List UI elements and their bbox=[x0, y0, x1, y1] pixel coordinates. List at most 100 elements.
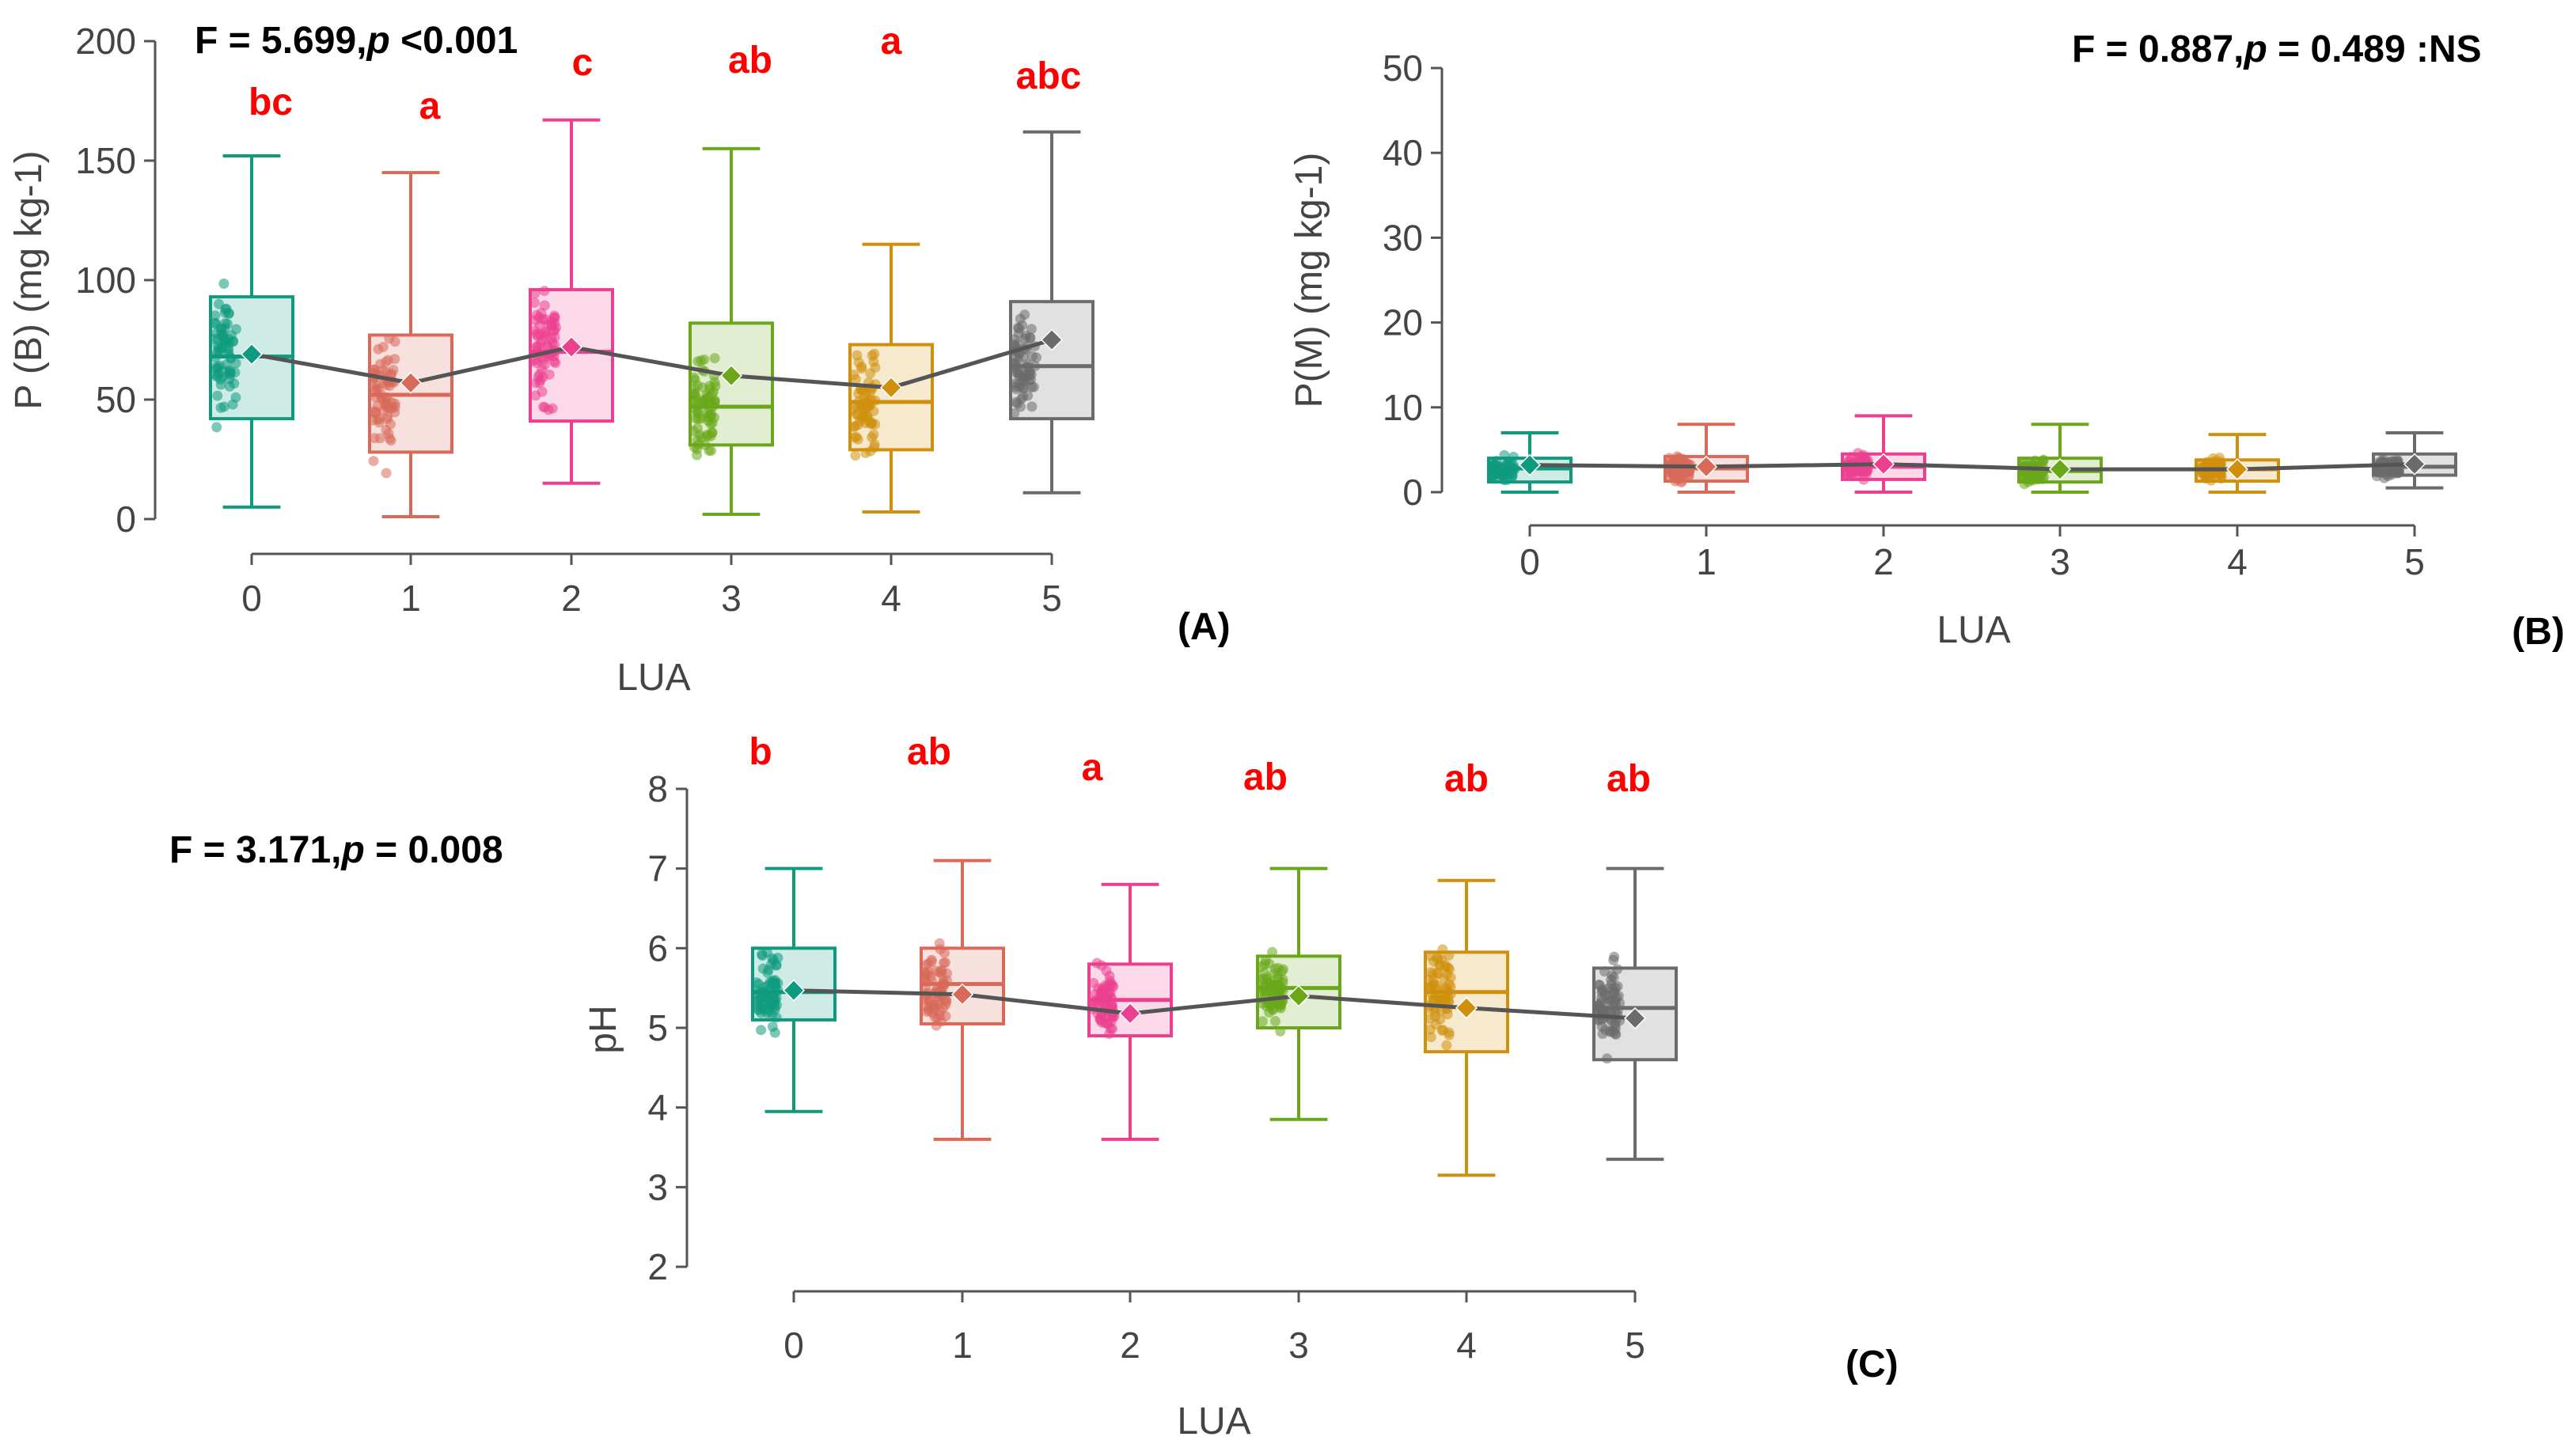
x-tick-label: 2 bbox=[1120, 1325, 1140, 1366]
data-point bbox=[374, 417, 385, 428]
data-point bbox=[1261, 972, 1273, 984]
data-point bbox=[1610, 1028, 1621, 1039]
box-group-3 bbox=[2016, 423, 2103, 494]
x-tick-label: 1 bbox=[1696, 541, 1717, 582]
data-point bbox=[1425, 1032, 1436, 1043]
data-point bbox=[771, 959, 782, 970]
data-point bbox=[368, 456, 379, 467]
x-axis-title: LUA bbox=[1937, 609, 2010, 651]
x-tick-label: 0 bbox=[241, 578, 262, 619]
data-point bbox=[1273, 963, 1284, 973]
stat-p-value: <0.001 bbox=[390, 20, 518, 62]
x-tick-label: 1 bbox=[400, 578, 421, 619]
data-point bbox=[1026, 324, 1037, 335]
data-point bbox=[1009, 334, 1020, 345]
stat-p-symbol: p bbox=[340, 829, 364, 871]
mean-marker bbox=[2225, 457, 2249, 481]
data-point bbox=[940, 957, 950, 968]
data-point bbox=[870, 362, 881, 373]
y-tick-label: 30 bbox=[1383, 217, 1423, 258]
stat-p-symbol: p bbox=[365, 20, 389, 62]
data-point bbox=[212, 390, 223, 401]
x-tick-label: 2 bbox=[561, 578, 582, 619]
x-tick-label: 3 bbox=[721, 578, 742, 619]
y-tick-label: 3 bbox=[647, 1166, 668, 1207]
data-point bbox=[537, 372, 548, 383]
x-tick-label: 4 bbox=[2227, 541, 2248, 582]
y-tick-label: 20 bbox=[1383, 302, 1423, 343]
mean-marker bbox=[1872, 453, 1895, 476]
y-tick-label: 4 bbox=[647, 1087, 668, 1128]
mean-marker bbox=[560, 335, 583, 358]
data-point bbox=[218, 401, 230, 412]
box-group-5 bbox=[1008, 130, 1095, 495]
data-point bbox=[769, 998, 780, 1009]
box-group-0 bbox=[208, 154, 294, 509]
data-point bbox=[223, 308, 234, 319]
data-point bbox=[1441, 1040, 1452, 1051]
data-point bbox=[1440, 961, 1451, 972]
box-group-4 bbox=[848, 242, 934, 514]
data-point bbox=[1106, 999, 1117, 1010]
data-point bbox=[699, 354, 710, 365]
data-point bbox=[757, 963, 768, 974]
data-point bbox=[697, 382, 708, 393]
data-point bbox=[855, 415, 866, 426]
data-point bbox=[1679, 456, 1690, 467]
data-point bbox=[769, 1027, 780, 1038]
box-iqr bbox=[1009, 300, 1095, 421]
data-point bbox=[1017, 320, 1028, 331]
box-group-4 bbox=[1424, 878, 1509, 1177]
stat-annotation: F = 3.171,p = 0.008 bbox=[169, 829, 503, 871]
data-point bbox=[539, 359, 550, 370]
x-axis-title: LUA bbox=[1177, 1401, 1250, 1442]
data-point bbox=[547, 337, 557, 348]
data-point bbox=[1444, 979, 1455, 990]
data-point bbox=[1859, 453, 1870, 464]
data-point bbox=[224, 365, 235, 376]
data-point bbox=[384, 433, 395, 444]
data-point bbox=[1031, 352, 1041, 363]
data-point bbox=[691, 391, 701, 402]
mean-marker bbox=[2403, 453, 2426, 476]
data-point bbox=[1106, 980, 1117, 991]
y-axis-title: P(M) (mg kg-1) bbox=[1288, 153, 1330, 408]
data-point bbox=[529, 298, 540, 308]
data-point bbox=[932, 1013, 943, 1024]
data-point bbox=[868, 406, 879, 417]
data-point bbox=[696, 432, 707, 443]
data-point bbox=[381, 468, 392, 479]
data-point bbox=[1610, 1020, 1621, 1031]
data-point bbox=[535, 337, 546, 348]
mean-trend-line bbox=[1529, 462, 2415, 472]
y-tick-label: 0 bbox=[1402, 472, 1423, 513]
mean-trend-line bbox=[251, 338, 1053, 390]
data-point bbox=[1024, 332, 1035, 343]
stat-f-value: F = 0.887, bbox=[2072, 28, 2244, 70]
data-point bbox=[1611, 992, 1622, 1003]
y-tick-label: 200 bbox=[75, 21, 136, 62]
stat-f-value: F = 3.171, bbox=[169, 829, 341, 871]
data-point bbox=[762, 992, 773, 1003]
y-axis-title: pH bbox=[582, 1005, 624, 1053]
x-tick-label: 5 bbox=[1041, 578, 1062, 619]
y-tick-label: 40 bbox=[1383, 132, 1423, 173]
stat-annotation: F = 0.887,p = 0.489 :NS bbox=[2072, 28, 2482, 70]
y-tick-label: 50 bbox=[96, 379, 136, 420]
data-point bbox=[934, 938, 945, 949]
mean-marker bbox=[1694, 455, 1718, 478]
data-point bbox=[218, 279, 230, 289]
data-point bbox=[1665, 471, 1676, 482]
y-tick-label: 5 bbox=[647, 1007, 668, 1048]
data-point bbox=[211, 422, 222, 433]
data-point bbox=[1426, 981, 1437, 992]
x-tick-label: 4 bbox=[1456, 1325, 1477, 1366]
data-point bbox=[373, 343, 384, 354]
data-point bbox=[228, 336, 239, 347]
data-point bbox=[2038, 472, 2049, 483]
data-point bbox=[870, 419, 881, 430]
data-point bbox=[1606, 979, 1617, 990]
significance-letter: ab bbox=[907, 731, 951, 773]
mean-marker bbox=[1118, 1002, 1142, 1025]
data-point bbox=[1842, 469, 1853, 480]
